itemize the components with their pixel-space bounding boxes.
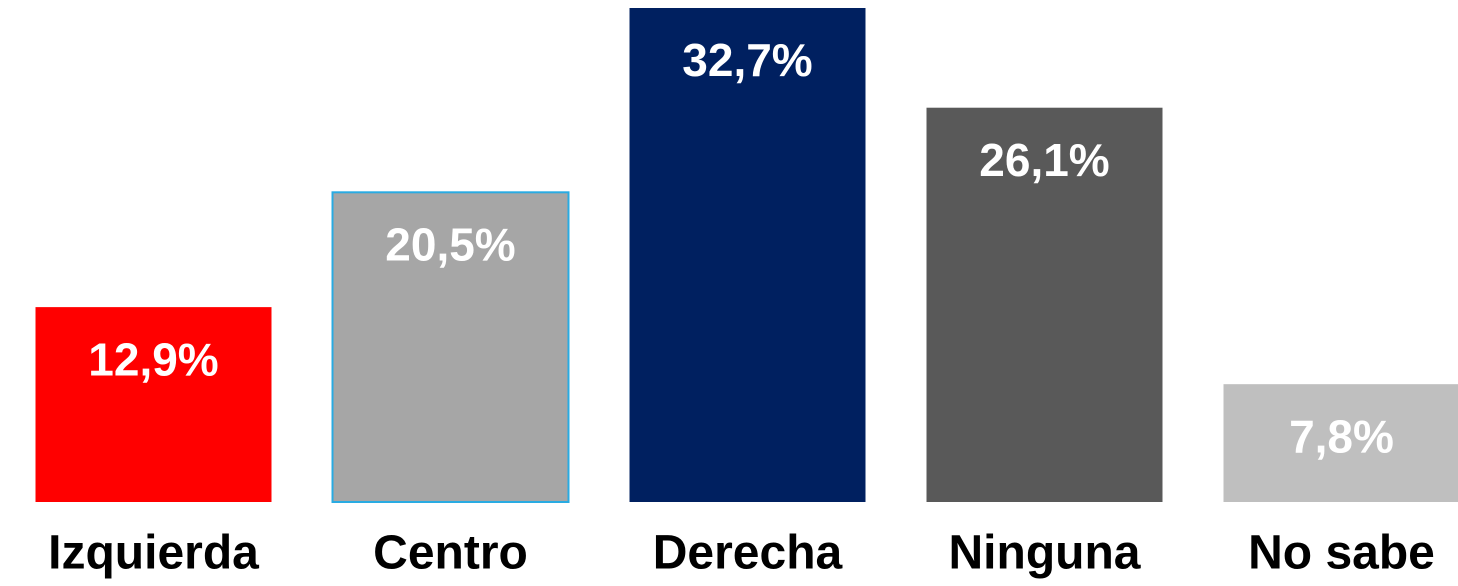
bar: [35, 307, 272, 502]
value-label: 20,5%: [385, 218, 515, 270]
x-tick-label: Ninguna: [949, 527, 1141, 580]
value-label: 7,8%: [1289, 410, 1394, 462]
x-tick-label: Izquierda: [48, 527, 259, 580]
bar: [926, 107, 1163, 502]
x-tick-label: Derecha: [653, 527, 843, 580]
x-tick-label: No sabe: [1248, 527, 1435, 580]
x-tick-label: Centro: [373, 527, 528, 580]
value-label: 26,1%: [979, 134, 1109, 186]
bar: [1223, 384, 1458, 502]
value-label: 12,9%: [88, 333, 218, 385]
bar: [629, 8, 866, 502]
value-label: 32,7%: [682, 34, 812, 86]
bar: [331, 191, 570, 503]
